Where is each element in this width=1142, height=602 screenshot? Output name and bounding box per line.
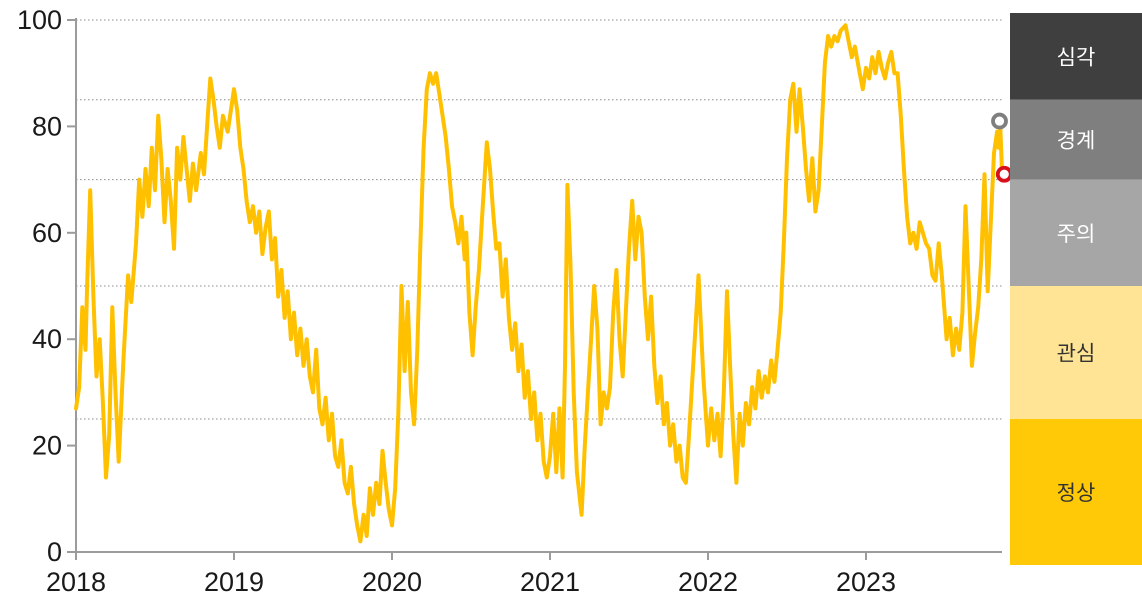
y-tick-label-40: 40 xyxy=(32,324,62,354)
x-tick-label-2019: 2019 xyxy=(204,567,264,597)
y-tick-label-0: 0 xyxy=(47,537,62,567)
x-tick-label-2023: 2023 xyxy=(836,567,896,597)
y-tick-label-100: 100 xyxy=(17,5,62,35)
y-tick-label-80: 80 xyxy=(32,111,62,141)
x-tick-label-2022: 2022 xyxy=(678,567,738,597)
risk-band-1 xyxy=(1010,13,1142,100)
y-tick-label-20: 20 xyxy=(32,431,62,461)
red-open-circle-marker xyxy=(995,165,1013,183)
risk-band-label-5: 정상 xyxy=(1057,482,1096,505)
risk-band-3 xyxy=(1010,179,1142,286)
x-tick-label-2021: 2021 xyxy=(520,567,580,597)
x-tick-label-2020: 2020 xyxy=(362,567,422,597)
gray-open-circle-marker xyxy=(991,112,1008,130)
risk-band-2 xyxy=(1010,99,1142,180)
risk-band-4 xyxy=(1010,286,1142,419)
risk-band-label-2: 경계 xyxy=(1057,130,1096,153)
x-tick-label-2018: 2018 xyxy=(46,567,106,597)
risk-band-label-1: 심각 xyxy=(1057,46,1096,69)
y-tick-label-60: 60 xyxy=(32,218,62,248)
risk-band-5 xyxy=(1010,419,1142,565)
risk-band-label-4: 관심 xyxy=(1057,343,1096,366)
financial-stress-index-line xyxy=(74,23,1004,544)
risk-band-label-3: 주의 xyxy=(1057,223,1096,246)
